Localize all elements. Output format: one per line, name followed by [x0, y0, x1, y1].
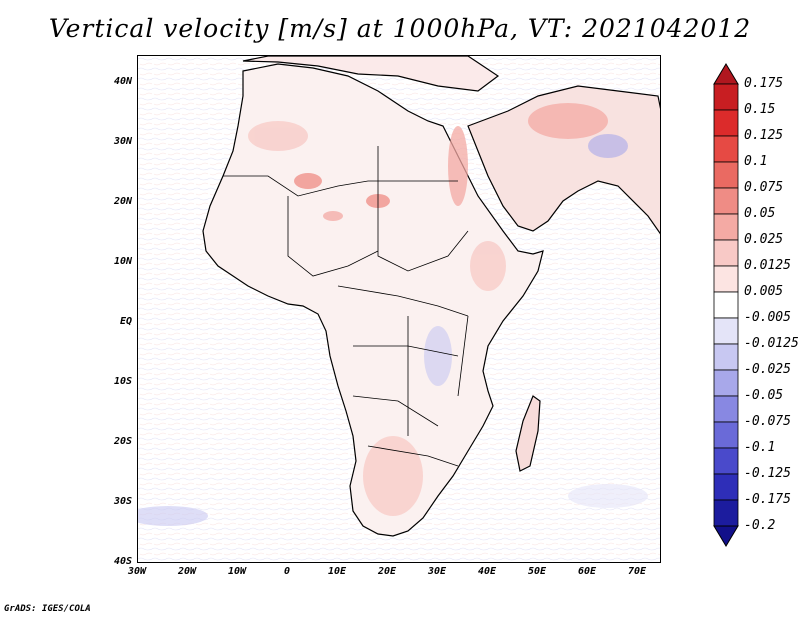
- lon-label: 10W: [227, 566, 247, 577]
- colorbar-label: -0.025: [744, 362, 791, 377]
- colorbar-label: -0.0125: [744, 336, 799, 351]
- colorbar-label: -0.125: [744, 466, 791, 481]
- lat-label: 40S: [113, 556, 132, 567]
- lon-label: 40E: [477, 566, 497, 577]
- colorbar-label: -0.2: [744, 518, 776, 533]
- lon-label: 70E: [627, 566, 647, 577]
- colorbar-swatch: [713, 421, 739, 449]
- map-panel: [137, 55, 661, 563]
- lon-label: 0: [283, 566, 291, 577]
- colorbar-label: 0.05: [744, 206, 776, 221]
- colorbar-swatch: [713, 265, 739, 293]
- lon-label: 60E: [577, 566, 597, 577]
- colorbar-swatch: [713, 213, 739, 241]
- grads-credit: GrADS: IGES/COLA: [4, 604, 91, 614]
- colorbar-label: 0.175: [744, 76, 784, 91]
- colorbar-swatch: [713, 291, 739, 319]
- colorbar-label: -0.175: [744, 492, 791, 507]
- madagascar-coastline: [515, 395, 541, 472]
- colorbar-bottom-arrow: [713, 525, 739, 547]
- lat-label: 30S: [113, 496, 132, 507]
- africa-velocity-map: [138, 56, 660, 562]
- colorbar-swatch: [713, 187, 739, 215]
- country-borders: [223, 146, 469, 467]
- colorbar-label: 0.0125: [744, 258, 791, 273]
- colorbar-swatch: [713, 395, 739, 423]
- colorbar-swatch: [713, 83, 739, 111]
- colorbar-swatch: [713, 135, 739, 163]
- colorbar-label: 0.025: [744, 232, 784, 247]
- lon-label: 10E: [327, 566, 347, 577]
- colorbar-graphic: [713, 63, 739, 547]
- colorbar-swatch: [713, 499, 739, 527]
- colorbar-label: -0.005: [744, 310, 791, 325]
- colorbar-swatch: [713, 109, 739, 137]
- colorbar-top-arrow: [713, 63, 739, 85]
- lat-label: 30N: [113, 136, 132, 147]
- colorbar-swatch: [713, 239, 739, 267]
- upward-motion-patches: [248, 103, 608, 516]
- lat-label: EQ: [119, 316, 132, 327]
- colorbar-label: 0.1: [744, 154, 768, 169]
- colorbar-swatch: [713, 343, 739, 371]
- lat-label: 10S: [113, 376, 132, 387]
- europe-coastline: [242, 56, 500, 92]
- colorbar-label: 0.005: [744, 284, 784, 299]
- colorbar-swatch: [713, 369, 739, 397]
- colorbar-label: 0.125: [744, 128, 784, 143]
- colorbar-label: 0.15: [744, 102, 776, 117]
- lon-label: 20E: [377, 566, 397, 577]
- colorbar-swatch: [713, 447, 739, 475]
- colorbar-label: 0.075: [744, 180, 784, 195]
- colorbar-label: -0.05: [744, 388, 784, 403]
- colorbar-swatch: [713, 473, 739, 501]
- colorbar-label: -0.1: [744, 440, 776, 455]
- colorbar-swatch: [713, 317, 739, 345]
- lon-label: 30E: [427, 566, 447, 577]
- lat-label: 10N: [113, 256, 132, 267]
- lon-label: 20W: [177, 566, 197, 577]
- lon-label: 50E: [527, 566, 547, 577]
- colorbar-label: -0.075: [744, 414, 791, 429]
- lat-label: 20N: [113, 196, 132, 207]
- lat-label: 20S: [113, 436, 132, 447]
- map-title: Vertical velocity [m/s] at 1000hPa, VT: …: [48, 14, 752, 43]
- lon-label: 30W: [127, 566, 147, 577]
- arabia-coastline: [467, 85, 660, 235]
- colorbar-swatch: [713, 161, 739, 189]
- lat-label: 40N: [113, 76, 132, 87]
- downward-motion-patches: [138, 134, 648, 526]
